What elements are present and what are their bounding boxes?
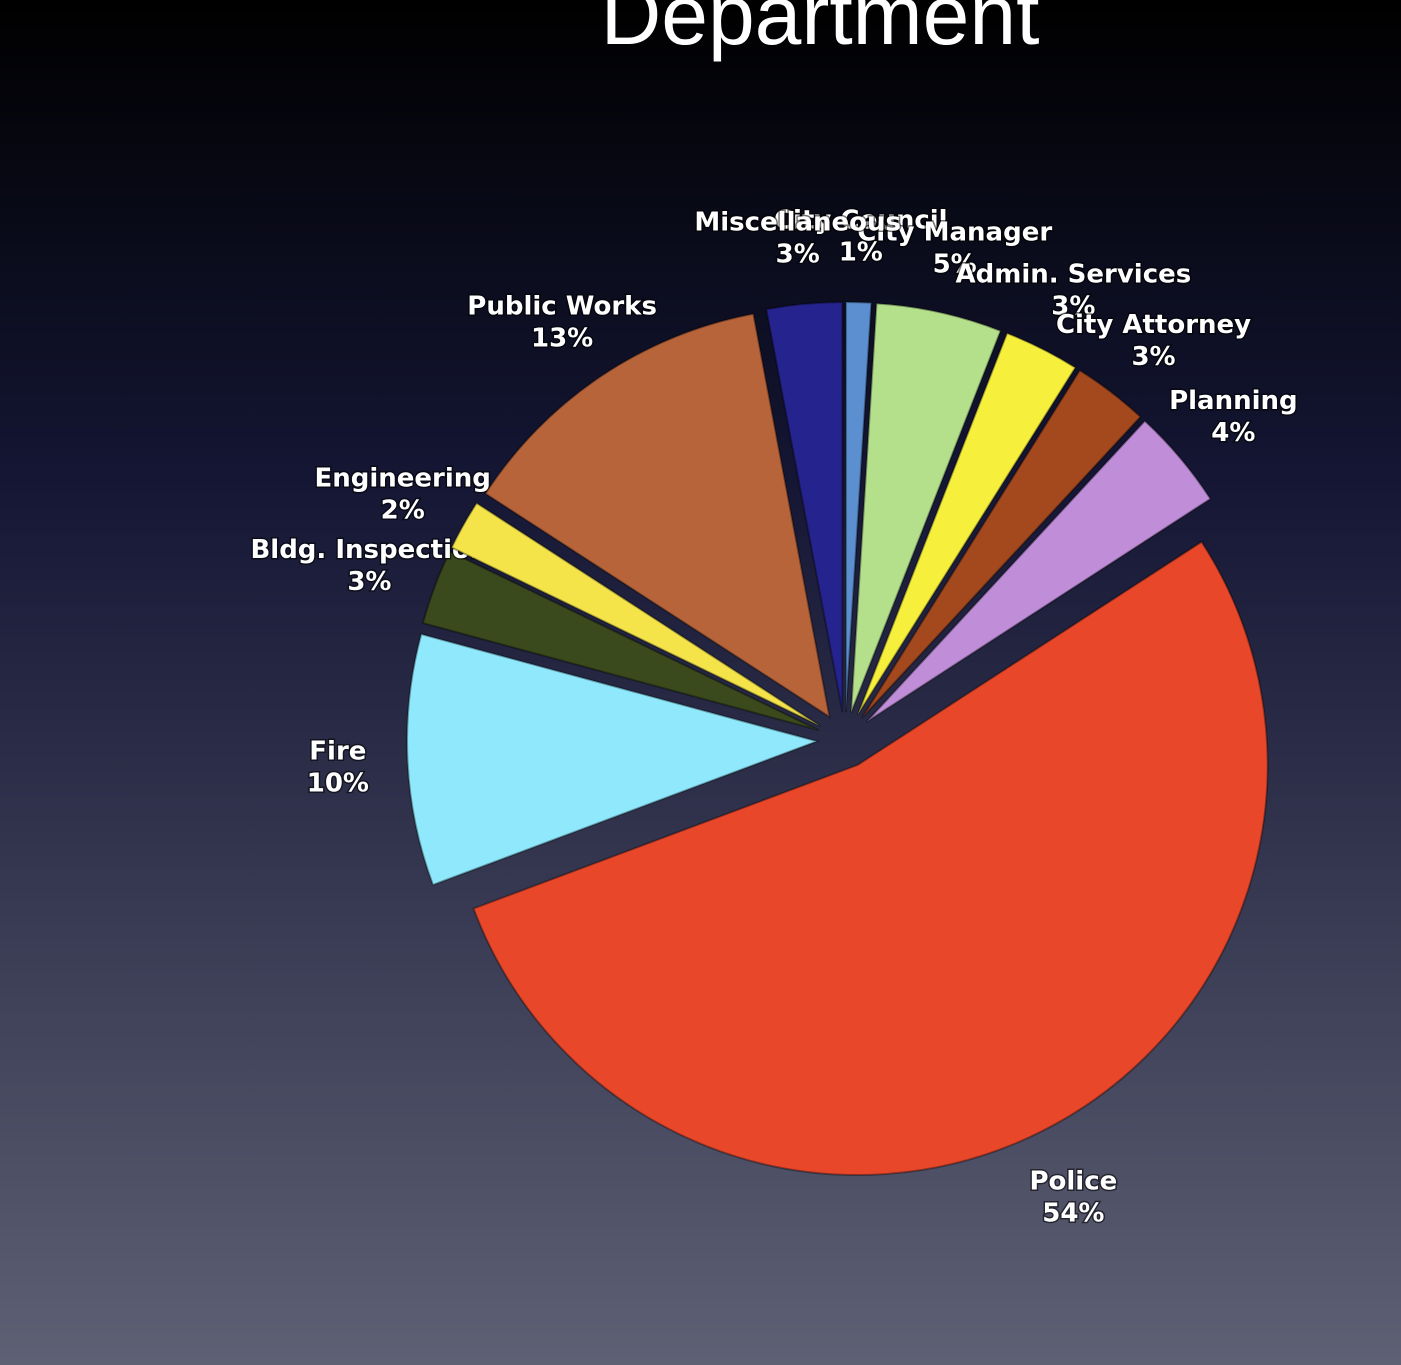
slice-label: Miscellaneous <box>694 208 901 238</box>
slice-label: Admin. Services <box>956 260 1192 290</box>
slice-label: Planning <box>1169 386 1298 416</box>
slice-label: Bldg. Inspection <box>250 535 488 565</box>
slice-value-label: 3% <box>1131 342 1175 372</box>
slice-value-label: 3% <box>776 240 820 270</box>
pie-slice <box>472 540 1269 1176</box>
slice-label: Fire <box>309 737 366 767</box>
pie-slice <box>861 368 1142 719</box>
slice-label: Public Works <box>467 291 657 321</box>
slice-label: Police <box>1029 1166 1117 1196</box>
pie-slice <box>450 501 822 728</box>
slice-label: City Manager <box>857 217 1052 247</box>
slice-value-label: 4% <box>1211 418 1255 448</box>
pie-slice <box>865 419 1212 723</box>
slice-value-label: 54% <box>1042 1198 1104 1228</box>
pie-slice <box>765 301 844 713</box>
slice-label: City Council <box>774 206 948 236</box>
pie-slice <box>484 312 831 719</box>
slice-value-label: 3% <box>1051 292 1095 322</box>
slice-value-label: 3% <box>347 567 391 597</box>
pie-slice <box>850 302 1002 714</box>
pie-slice <box>856 331 1077 716</box>
slice-value-label: 10% <box>307 769 369 799</box>
pie-slice <box>421 550 820 732</box>
slice-value-label: 5% <box>933 249 977 279</box>
chart-title: Department <box>601 0 1040 62</box>
slice-label: Engineering <box>314 464 490 494</box>
slice-value-label: 13% <box>531 323 593 353</box>
slice-value-label: 2% <box>381 496 425 526</box>
pie-slice <box>406 632 821 887</box>
slice-value-label: 1% <box>839 238 883 268</box>
pie-slice <box>844 301 873 713</box>
slice-label: City Attorney <box>1056 310 1251 340</box>
